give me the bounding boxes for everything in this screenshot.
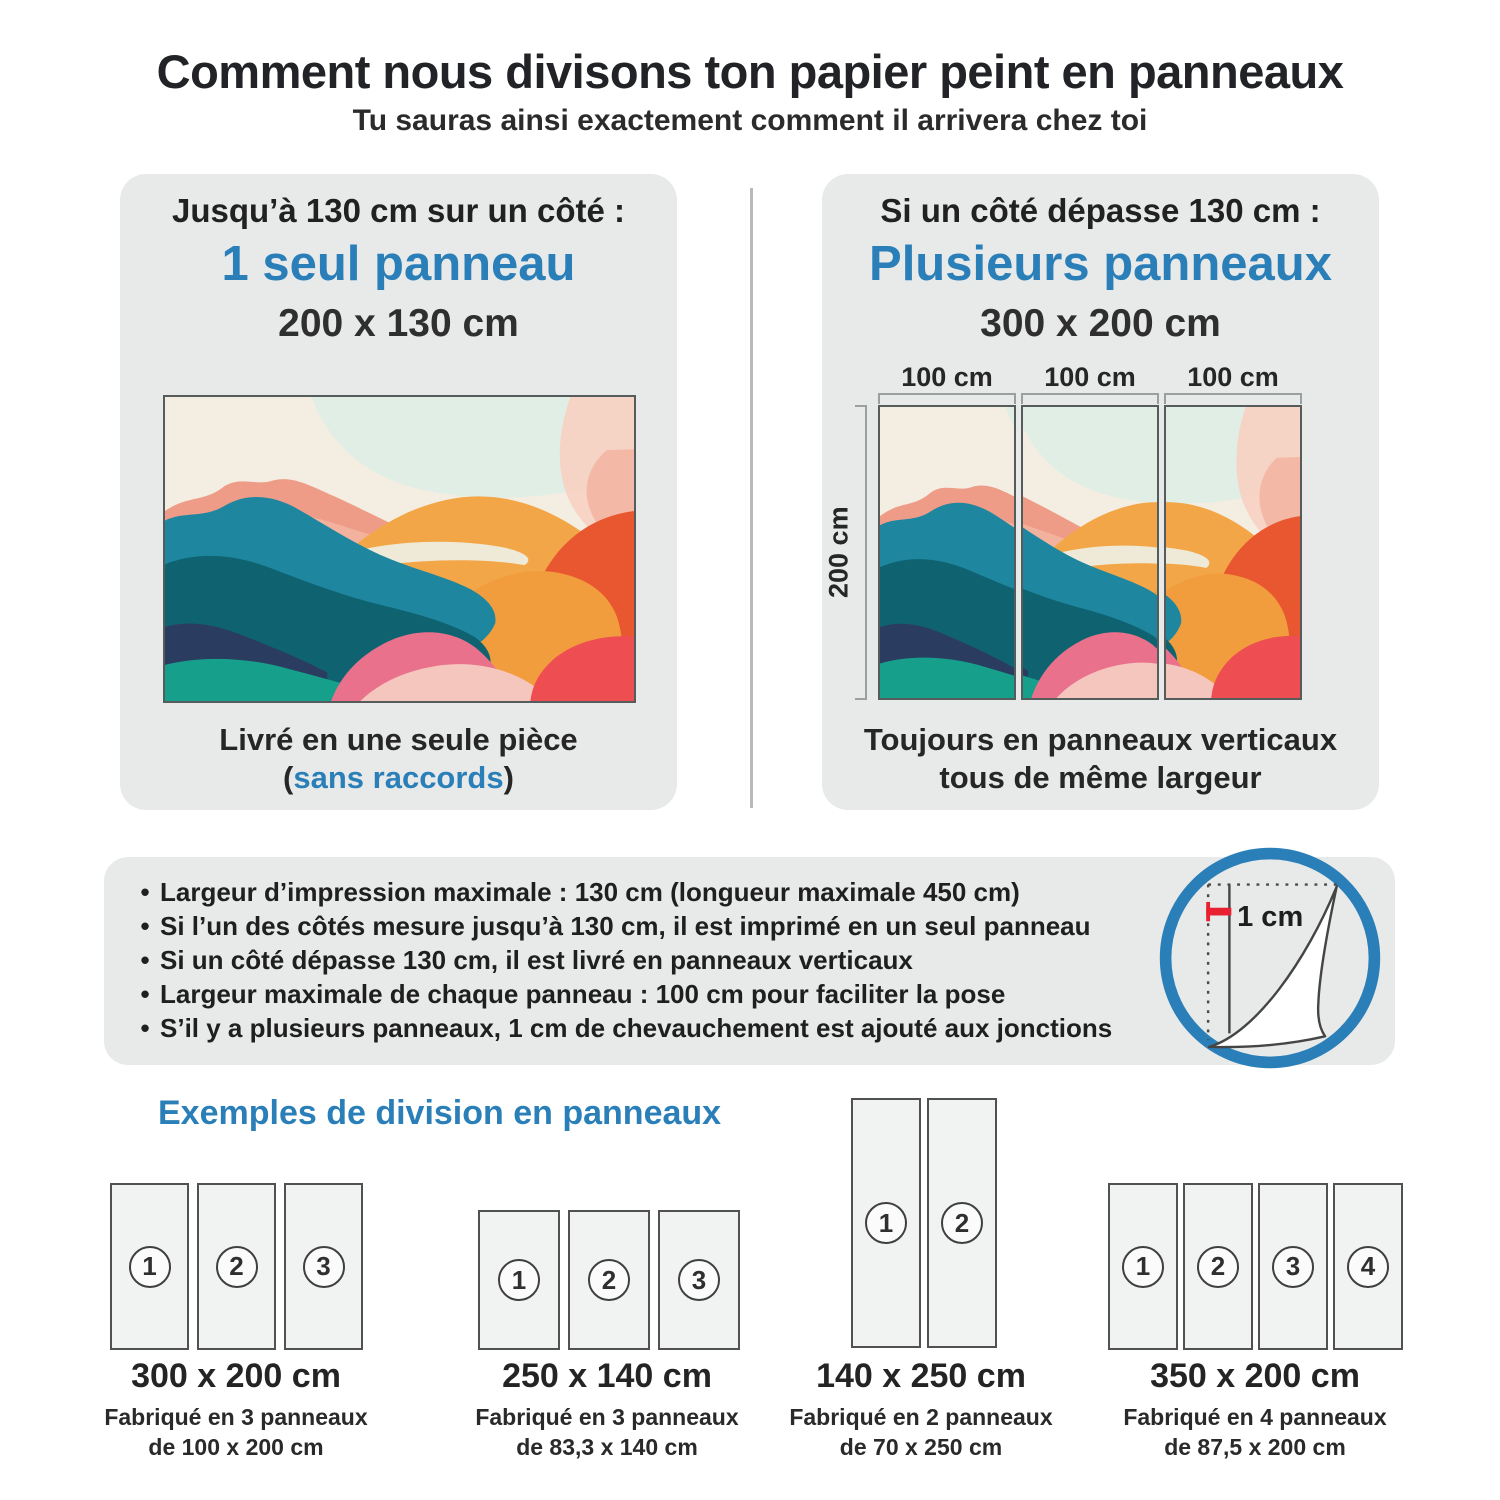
rule-item: Largeur d’impression maximale : 130 cm (… [130, 875, 1230, 909]
single-panel-caption: Livré en une seule pièce [219, 722, 578, 757]
wallpaper-panel-3 [1164, 405, 1302, 700]
example-panel: 3 [658, 1210, 740, 1350]
multi-panel-dimensions: 300 x 200 cm [980, 302, 1221, 345]
watercolor-image [165, 397, 634, 701]
rule-item: Si l’un des côtés mesure jusqu’à 130 cm,… [130, 909, 1230, 943]
example-size: 250 x 140 cm [502, 1357, 712, 1395]
panel-number-badge: 2 [215, 1245, 258, 1288]
panel-number-badge: 3 [1272, 1245, 1314, 1288]
example-detail-line1: Fabriqué en 4 panneaux [1123, 1404, 1387, 1430]
example-panel: 4 [1333, 1183, 1403, 1350]
example-panel: 1 [478, 1210, 560, 1350]
example-panel: 1 [1108, 1183, 1178, 1350]
example-detail: Fabriqué en 2 panneaux de 70 x 250 cm [761, 1402, 1081, 1462]
card-divider [750, 188, 753, 808]
page-subtitle: Tu sauras ainsi exactement comment il ar… [352, 104, 1148, 137]
example-1-caption: 300 x 200 cm Fabriqué en 3 panneaux de 1… [76, 1356, 396, 1462]
example-size: 140 x 250 cm [816, 1357, 1026, 1395]
example-size: 350 x 200 cm [1150, 1357, 1360, 1395]
examples-heading: Exemples de division en panneaux [158, 1094, 722, 1132]
example-panel: 1 [110, 1183, 189, 1350]
example-panel: 2 [568, 1210, 650, 1350]
example-detail-line1: Fabriqué en 3 panneaux [104, 1404, 368, 1430]
panel-number-badge: 3 [678, 1259, 720, 1301]
watercolor-slice-2 [1023, 407, 1157, 698]
example-panel: 2 [197, 1183, 276, 1350]
width-dimension-bracket-1 [878, 393, 1016, 404]
rules-box: Largeur d’impression maximale : 130 cm (… [104, 857, 1395, 1065]
example-4-caption: 350 x 200 cm Fabriqué en 4 panneaux de 8… [1095, 1356, 1415, 1462]
panel-number-badge: 3 [302, 1245, 345, 1288]
wallpaper-artwork-single [163, 395, 636, 703]
panel-height-label: 200 cm [823, 506, 854, 599]
panel-number-badge: 1 [498, 1259, 540, 1301]
multi-panel-caption-line2: tous de même largeur [939, 760, 1262, 795]
example-3-panels: 1 2 [851, 1098, 997, 1348]
no-seams-highlight: sans raccords [293, 760, 504, 795]
example-detail-line2: de 70 x 250 cm [839, 1434, 1003, 1460]
example-4-panels: 1 2 3 4 [1108, 1183, 1403, 1350]
multi-panel-caption-line1: Toujours en panneaux verticaux [863, 722, 1338, 757]
single-panel-subcaption: (sans raccords) [120, 760, 677, 796]
example-1-panels: 1 2 3 [110, 1183, 363, 1350]
page-curl-icon: 1 cm [1159, 847, 1381, 1069]
panel-number-badge: 1 [865, 1202, 907, 1244]
rule-item: Si un côté dépasse 130 cm, il est livré … [130, 943, 1230, 977]
width-dimension-bracket-3 [1164, 393, 1302, 404]
example-2-panels: 1 2 3 [478, 1210, 740, 1350]
example-detail: Fabriqué en 4 panneaux de 87,5 x 200 cm [1095, 1402, 1415, 1462]
example-size: 300 x 200 cm [131, 1357, 341, 1395]
example-detail: Fabriqué en 3 panneaux de 83,3 x 140 cm [447, 1402, 767, 1462]
example-panel: 3 [1258, 1183, 1328, 1350]
single-panel-card: Jusqu’à 130 cm sur un côté : 1 seul pann… [120, 174, 677, 810]
panel-number-badge: 2 [588, 1259, 630, 1301]
panel-number-badge: 4 [1347, 1245, 1389, 1288]
example-detail-line2: de 83,3 x 140 cm [516, 1434, 698, 1460]
example-panel: 1 [851, 1098, 921, 1348]
width-dimension-bracket-2 [1021, 393, 1159, 404]
rules-list: Largeur d’impression maximale : 130 cm (… [130, 875, 1230, 1045]
example-detail-line1: Fabriqué en 2 panneaux [789, 1404, 1053, 1430]
example-3-caption: 140 x 250 cm Fabriqué en 2 panneaux de 7… [761, 1356, 1081, 1462]
rule-item: Largeur maximale de chaque panneau : 100… [130, 977, 1230, 1011]
panel-width-label-2: 100 cm [1044, 362, 1136, 392]
example-panel: 2 [927, 1098, 997, 1348]
single-panel-dimensions: 200 x 130 cm [278, 302, 519, 345]
example-panel: 3 [284, 1183, 363, 1350]
overlap-size-label: 1 cm [1237, 901, 1303, 933]
example-detail-line1: Fabriqué en 3 panneaux [475, 1404, 739, 1430]
panel-number-badge: 1 [128, 1245, 171, 1288]
paren-open: ( [283, 760, 294, 795]
height-dimension-bracket [855, 405, 867, 700]
multi-panel-condition: Si un côté dépasse 130 cm : [880, 192, 1321, 229]
rule-item: S’il y a plusieurs panneaux, 1 cm de che… [130, 1011, 1230, 1045]
wallpaper-panel-1 [878, 405, 1016, 700]
wallpaper-panel-2 [1021, 405, 1159, 700]
example-detail: Fabriqué en 3 panneaux de 100 x 200 cm [76, 1402, 396, 1462]
panel-number-badge: 2 [1197, 1245, 1239, 1288]
page-title: Comment nous divisons ton papier peint e… [156, 45, 1344, 98]
multi-panel-result: Plusieurs panneaux [869, 237, 1332, 291]
panel-width-label-1: 100 cm [901, 362, 993, 392]
example-detail-line2: de 100 x 200 cm [148, 1434, 324, 1460]
watercolor-slice-1 [880, 407, 1014, 698]
overlap-illustration: 1 cm [1154, 842, 1386, 1074]
panel-number-badge: 2 [941, 1202, 983, 1244]
example-panel: 2 [1183, 1183, 1253, 1350]
paren-close: ) [503, 760, 514, 795]
wallpaper-artwork-split [878, 405, 1302, 700]
watercolor-slice-3 [1166, 407, 1300, 698]
panel-width-label-3: 100 cm [1187, 362, 1279, 392]
example-2-caption: 250 x 140 cm Fabriqué en 3 panneaux de 8… [447, 1356, 767, 1462]
single-panel-condition: Jusqu’à 130 cm sur un côté : [172, 192, 625, 229]
multi-panel-card: Si un côté dépasse 130 cm : Plusieurs pa… [822, 174, 1379, 810]
single-panel-result: 1 seul panneau [221, 237, 576, 291]
example-detail-line2: de 87,5 x 200 cm [1164, 1434, 1346, 1460]
panel-number-badge: 1 [1122, 1245, 1164, 1288]
